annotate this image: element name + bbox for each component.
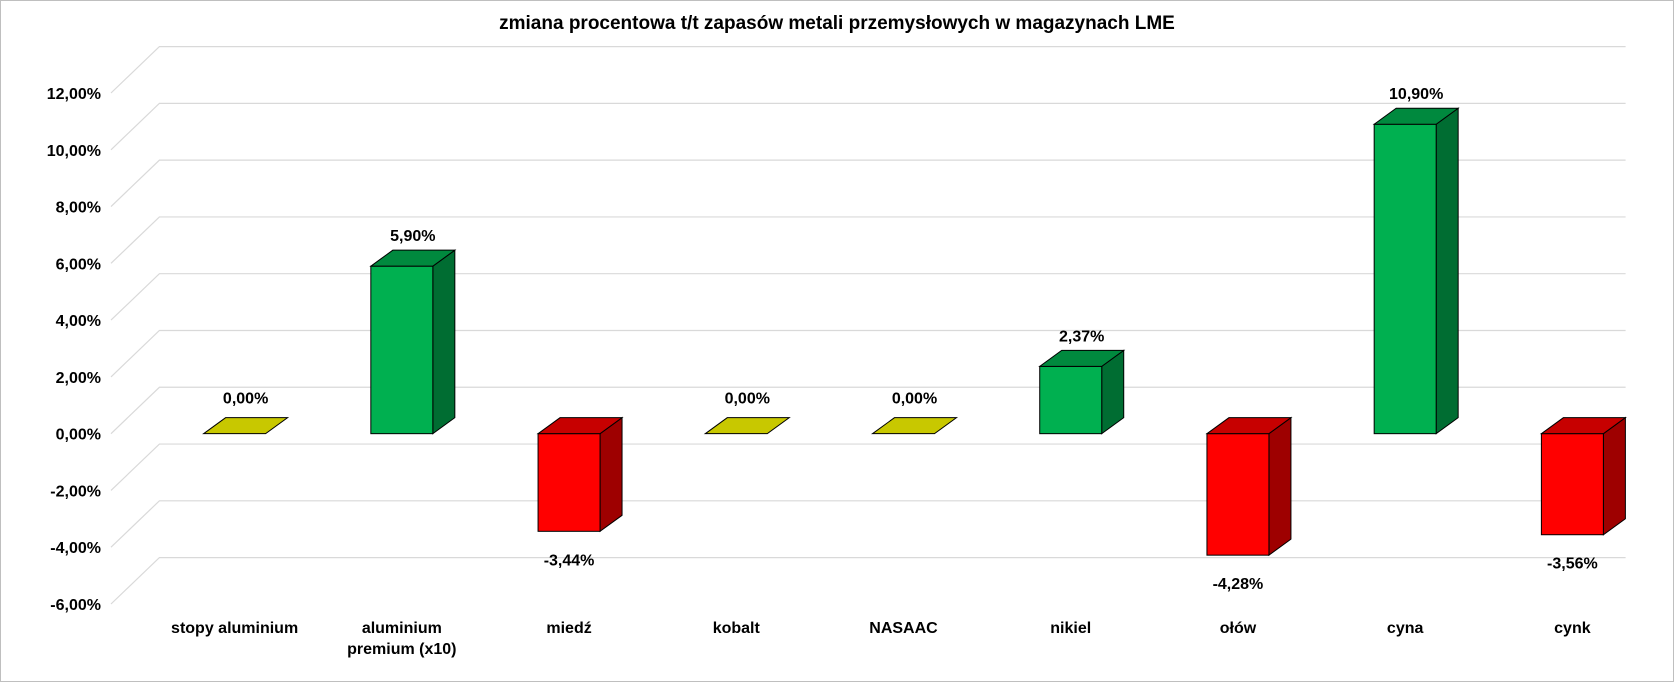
data-label: -3,44%	[544, 552, 595, 569]
x-category-label: ołów	[1220, 620, 1257, 637]
data-label: 2,37%	[1059, 328, 1104, 345]
bar	[369, 249, 457, 435]
bar-side	[1602, 416, 1626, 536]
bar	[870, 417, 959, 435]
bar-top	[369, 249, 457, 267]
gridline	[110, 102, 1626, 151]
y-axis-ticks: -6,00% -4,00% -2,00% 0,00% 2,00% 4,00% 6,00% 8,…	[47, 86, 101, 614]
y-tick-label: 8,00%	[56, 200, 101, 217]
bar	[1205, 416, 1293, 557]
y-tick-label: -6,00%	[50, 597, 101, 614]
x-category-label: stopy aluminium	[171, 620, 298, 637]
data-label: 0,00%	[892, 391, 937, 408]
bar-top	[703, 417, 791, 435]
gridline	[110, 46, 1626, 94]
data-label: 0,00%	[223, 391, 268, 408]
bar-top	[1372, 107, 1460, 125]
bar-side	[432, 249, 456, 435]
bar	[1539, 416, 1627, 536]
gridline	[110, 273, 1626, 321]
y-tick-label: 2,00%	[56, 370, 101, 387]
x-category-label: NASAAC	[869, 620, 938, 637]
bar-side	[1268, 416, 1292, 557]
bars	[202, 107, 1627, 557]
y-tick-label: -4,00%	[50, 540, 101, 557]
y-tick-label: 0,00%	[56, 427, 101, 444]
gridline	[110, 216, 1626, 264]
bar-front	[1039, 365, 1103, 435]
y-tick-label: 12,00%	[47, 86, 101, 103]
bar-front	[370, 265, 434, 435]
x-category-label: nikiel	[1050, 620, 1091, 637]
data-label: 5,90%	[390, 228, 435, 245]
x-axis-categories: stopy aluminium aluminium premium (x10) mie…	[171, 620, 1591, 658]
bar	[1372, 107, 1460, 435]
gridline	[110, 329, 1626, 378]
y-tick-label: 10,00%	[47, 143, 101, 160]
bar-top	[1205, 417, 1293, 435]
data-label: -4,28%	[1213, 576, 1264, 593]
data-label: 0,00%	[725, 391, 770, 408]
bar-front	[1373, 123, 1437, 435]
data-label: -3,56%	[1547, 556, 1598, 573]
bar-side	[1435, 107, 1459, 435]
bar	[202, 417, 290, 435]
data-label: 10,90%	[1389, 86, 1443, 103]
y-tick-label: -2,00%	[50, 483, 101, 500]
y-tick-label: 6,00%	[56, 256, 101, 273]
bar-top	[1038, 349, 1126, 367]
gridline	[110, 159, 1626, 207]
x-category-label: aluminium premium (x10)	[347, 620, 456, 658]
x-category-label: cynk	[1554, 620, 1591, 637]
bar-front	[537, 433, 601, 532]
data-labels: 0,00% 5,90% -3,44% 0,00% 0,00% 2,37% -4,28% 10,…	[223, 86, 1598, 593]
gridline	[110, 443, 1626, 491]
bar-side	[599, 416, 623, 533]
bar-front	[1206, 433, 1270, 556]
gridline	[110, 557, 1626, 605]
x-category-label: miedź	[546, 620, 591, 637]
bar	[536, 416, 624, 533]
gridline	[110, 386, 1626, 435]
bar-top	[202, 417, 290, 435]
bar	[1038, 349, 1126, 435]
chart-title: zmiana procentowa t/t zapasów metali prz…	[499, 13, 1175, 34]
bar-top	[536, 417, 624, 435]
x-category-label: cyna	[1387, 620, 1424, 637]
gridlines	[110, 46, 1626, 605]
bar	[703, 417, 791, 435]
y-tick-label: 4,00%	[56, 313, 101, 330]
bar-top	[870, 417, 959, 435]
bar-front	[1540, 433, 1604, 536]
bar-top	[1539, 417, 1627, 435]
gridline	[110, 500, 1626, 548]
x-category-label: kobalt	[713, 620, 761, 637]
